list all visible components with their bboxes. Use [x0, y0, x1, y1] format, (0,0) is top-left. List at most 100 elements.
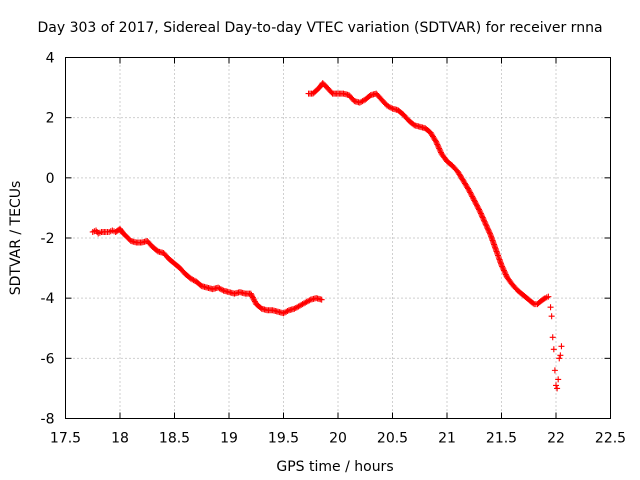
data-point	[483, 222, 490, 229]
data-point	[381, 100, 388, 107]
data-point	[468, 192, 475, 199]
data-point	[436, 145, 443, 152]
data-point	[558, 343, 565, 350]
data-point	[169, 258, 176, 265]
data-point	[388, 104, 395, 111]
data-point	[91, 228, 98, 235]
data-point	[294, 304, 301, 311]
data-point	[478, 211, 485, 218]
data-point	[118, 228, 125, 235]
data-point	[492, 245, 499, 252]
grid	[65, 57, 611, 419]
data-point	[471, 198, 478, 205]
data-point	[196, 281, 203, 288]
data-point	[431, 136, 438, 143]
data-point	[472, 200, 479, 207]
data-point	[434, 141, 441, 148]
data-point	[447, 160, 454, 167]
data-point	[548, 313, 555, 320]
data-point	[311, 89, 318, 96]
data-point	[425, 127, 432, 134]
data-point	[376, 94, 383, 101]
series-segment-3	[547, 304, 565, 392]
data-point	[249, 293, 256, 300]
chart-title: Day 303 of 2017, Sidereal Day-to-day VTE…	[37, 20, 602, 36]
y-tick-label: 4	[46, 51, 55, 67]
data-point	[147, 241, 154, 248]
data-point	[473, 202, 480, 209]
data-point	[180, 268, 187, 275]
data-point	[535, 300, 542, 307]
data-point	[553, 382, 559, 389]
x-tick-label: 19.5	[268, 431, 299, 447]
data-point	[512, 285, 519, 292]
data-point	[486, 229, 493, 236]
data-point	[474, 203, 481, 210]
data-point	[284, 307, 291, 314]
x-tick-label: 18	[111, 431, 129, 447]
data-point	[174, 263, 181, 270]
data-point	[556, 355, 563, 362]
data-point	[415, 123, 422, 130]
data-point	[482, 221, 489, 228]
data-point	[482, 219, 489, 226]
data-point	[550, 346, 557, 353]
series-segment-2	[305, 80, 552, 308]
data-point	[256, 303, 263, 310]
data-point	[104, 228, 111, 235]
data-point	[409, 120, 416, 127]
data-point	[398, 109, 405, 116]
x-tick-label: 17.5	[50, 431, 81, 447]
data-point	[500, 266, 507, 273]
data-point	[529, 299, 536, 306]
data-point	[317, 296, 324, 303]
y-tick-labels: -8 -6 -4 -2 0 2 4	[41, 51, 55, 428]
data-point	[557, 352, 564, 359]
data-point	[473, 201, 480, 208]
x-tick-label: 21	[438, 431, 456, 447]
data-point	[499, 264, 506, 271]
data-point	[185, 273, 192, 280]
data-point	[248, 291, 255, 298]
data-point	[477, 210, 484, 217]
data-point	[469, 193, 476, 200]
data-point	[539, 296, 546, 303]
data-point	[467, 190, 474, 197]
data-point	[94, 228, 101, 235]
y-tick-label: 0	[46, 171, 55, 187]
data-point	[470, 196, 477, 203]
data-point	[327, 88, 334, 95]
data-point	[121, 231, 128, 238]
y-axis-title: SDTVAR / TECUs	[8, 181, 24, 296]
data-point	[217, 286, 224, 293]
x-tick-label: 22	[547, 431, 565, 447]
data-points	[89, 80, 565, 392]
data-point	[96, 229, 103, 236]
data-point	[502, 271, 509, 278]
y-tick-label: -6	[41, 351, 55, 367]
x-tick-label: 20.5	[377, 431, 408, 447]
x-tick-label: 22.5	[595, 431, 626, 447]
data-point	[469, 194, 476, 201]
data-point	[555, 376, 562, 383]
y-tick-label: -4	[41, 291, 55, 307]
data-point	[518, 290, 525, 297]
data-point	[321, 82, 328, 89]
data-point	[458, 175, 465, 182]
data-point	[475, 205, 482, 212]
data-point	[476, 206, 483, 213]
data-point	[163, 253, 170, 260]
data-point	[224, 288, 231, 295]
data-point	[190, 277, 197, 284]
x-axis-title: GPS time / hours	[276, 459, 393, 475]
data-point	[532, 301, 539, 308]
data-point	[290, 306, 297, 313]
data-point	[386, 104, 393, 111]
data-point	[481, 218, 488, 225]
data-point	[479, 213, 486, 220]
data-point	[202, 284, 209, 291]
data-point	[251, 297, 258, 304]
data-point	[543, 294, 550, 301]
data-point	[476, 207, 483, 214]
